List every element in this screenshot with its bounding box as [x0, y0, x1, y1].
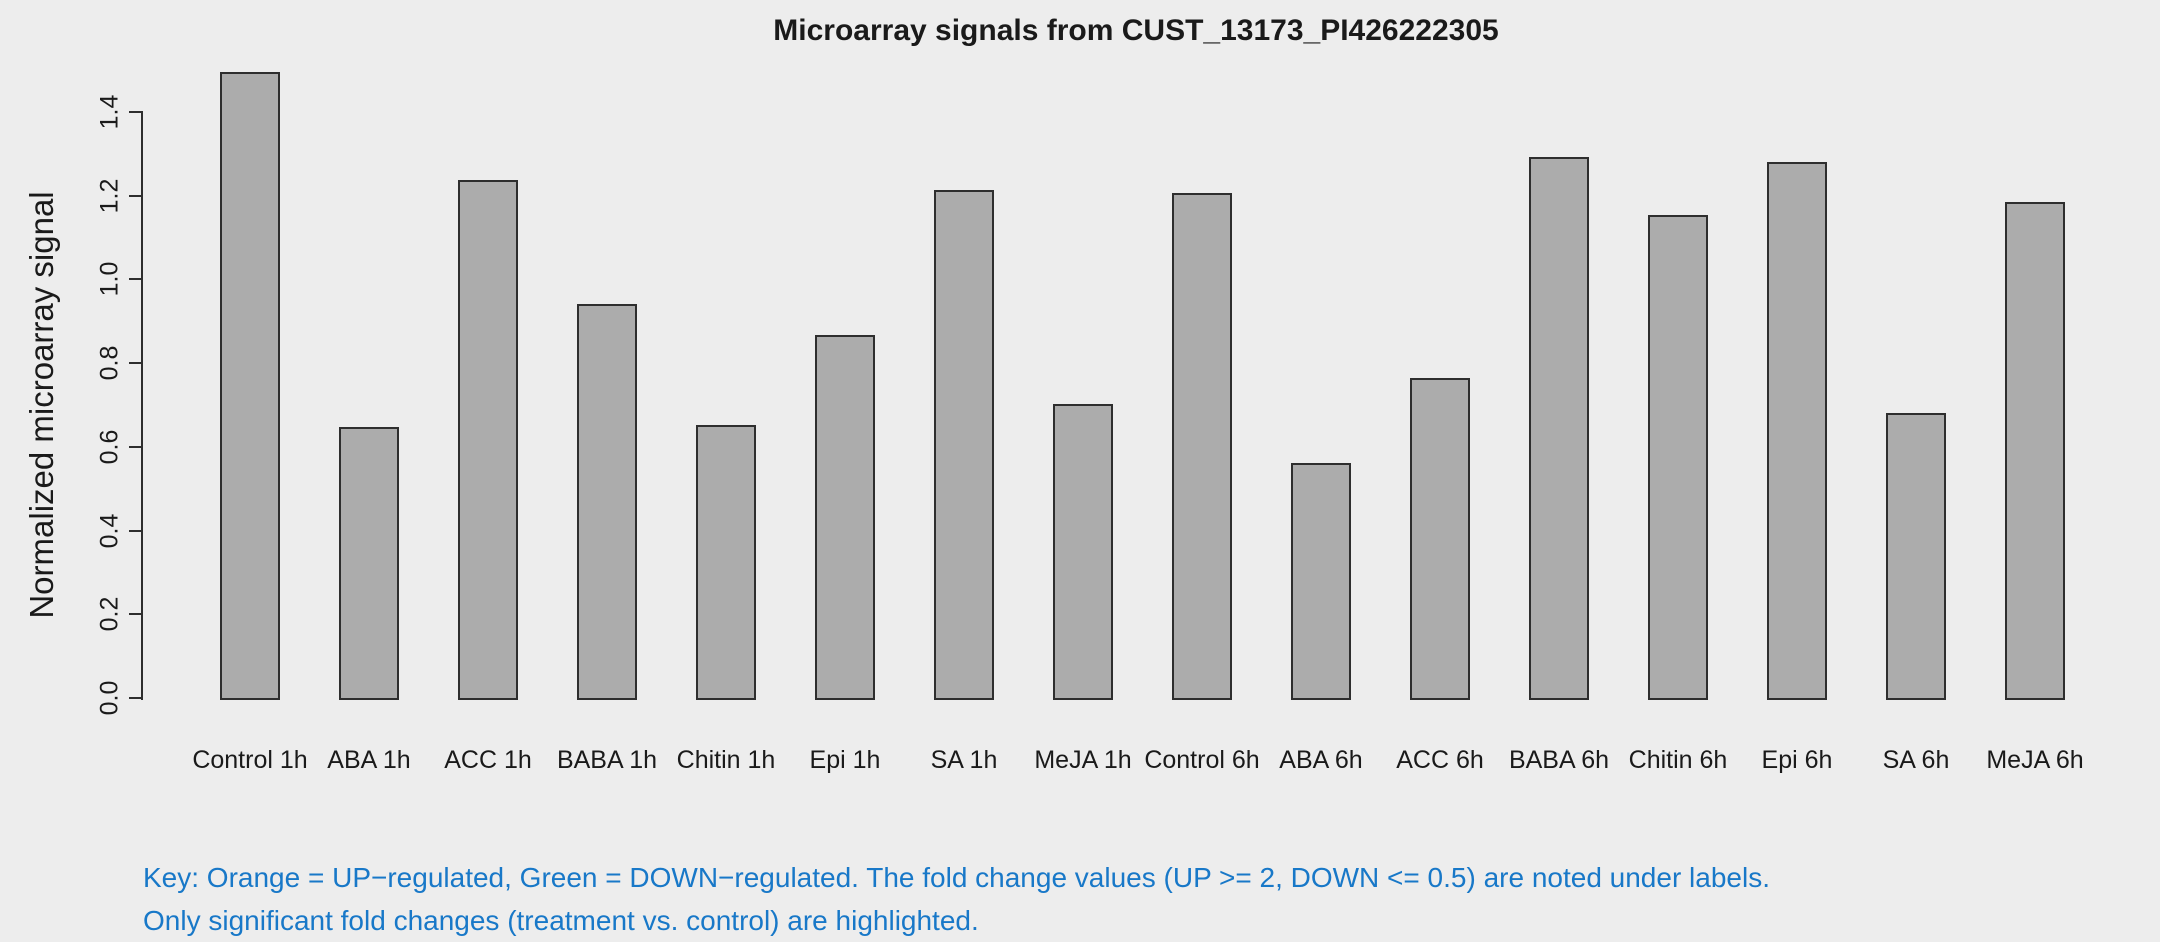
y-tick-mark [129, 613, 141, 616]
key-note: Key: Orange = UP−regulated, Green = DOWN… [143, 856, 1770, 942]
bar-baba-6h [1529, 157, 1589, 700]
y-tick-mark [129, 362, 141, 365]
y-tick-label: 0.0 [95, 680, 124, 716]
x-label-epi-1h: Epi 1h [809, 746, 881, 774]
y-tick-mark [129, 194, 141, 197]
bar-control-6h [1172, 193, 1232, 700]
y-axis-line [141, 111, 143, 700]
y-tick-mark [129, 697, 141, 699]
x-label-meja-1h: MeJA 1h [1034, 746, 1132, 774]
x-label-acc-6h: ACC 6h [1396, 746, 1484, 774]
y-tick-mark [129, 110, 141, 113]
x-label-baba-6h: BABA 6h [1508, 746, 1610, 774]
y-tick-label: 0.2 [95, 596, 124, 632]
x-label-acc-1h: ACC 1h [444, 746, 532, 774]
bar-chitin-1h [696, 425, 756, 700]
x-label-chitin-6h: Chitin 6h [1628, 746, 1728, 774]
bar-chitin-6h [1648, 214, 1708, 700]
bar-meja-6h [2005, 201, 2065, 700]
bar-aba-6h [1291, 463, 1351, 700]
x-label-aba-1h: ABA 1h [327, 746, 411, 774]
key-note-line1: Key: Orange = UP−regulated, Green = DOWN… [143, 862, 1770, 893]
x-label-chitin-1h: Chitin 1h [676, 746, 776, 774]
chart-title: Microarray signals from CUST_13173_PI426… [773, 14, 1499, 47]
bar-control-1h [220, 72, 280, 700]
x-label-control-6h: Control 6h [1144, 746, 1260, 774]
y-tick-label: 1.2 [95, 178, 124, 214]
x-label-sa-6h: SA 6h [1882, 746, 1950, 774]
y-tick-label: 0.8 [95, 345, 124, 381]
bar-sa-1h [934, 190, 994, 700]
y-tick-label: 1.4 [95, 94, 124, 130]
x-label-sa-1h: SA 1h [930, 746, 998, 774]
bar-meja-1h [1053, 404, 1113, 700]
x-label-control-1h: Control 1h [192, 746, 308, 774]
bar-epi-6h [1767, 161, 1827, 700]
x-label-aba-6h: ABA 6h [1279, 746, 1363, 774]
y-tick-mark [129, 445, 141, 448]
x-label-meja-6h: MeJA 6h [1986, 746, 2084, 774]
bar-acc-6h [1410, 378, 1470, 700]
y-tick-label: 0.4 [95, 513, 124, 548]
key-note-line2: Only significant fold changes (treatment… [143, 905, 979, 936]
bar-acc-1h [458, 180, 518, 700]
y-tick-mark [129, 278, 141, 281]
x-label-baba-1h: BABA 1h [556, 746, 658, 774]
y-axis-label: Normalized microarray signal [23, 191, 60, 619]
y-tick-label: 1.0 [95, 262, 124, 297]
bar-baba-1h [577, 304, 637, 700]
bar-epi-1h [815, 335, 875, 700]
x-label-epi-6h: Epi 6h [1761, 746, 1833, 774]
y-tick-mark [129, 529, 141, 532]
bar-sa-6h [1886, 412, 1946, 700]
y-tick-label: 0.6 [95, 429, 124, 465]
bar-aba-1h [339, 426, 399, 700]
